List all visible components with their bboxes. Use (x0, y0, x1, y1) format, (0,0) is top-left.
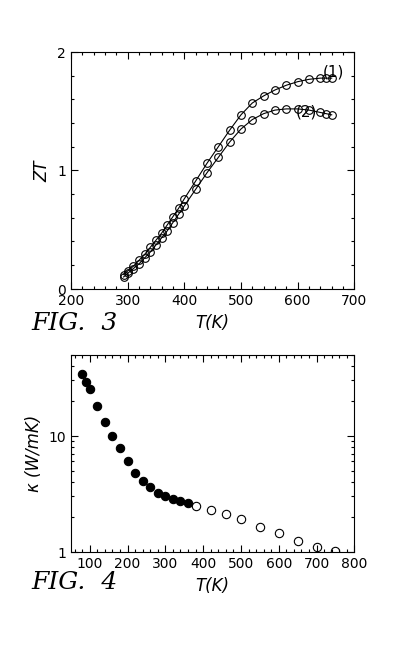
Text: FIG.  3: FIG. 3 (31, 312, 118, 335)
Text: (2): (2) (296, 104, 317, 120)
Text: FIG.  4: FIG. 4 (31, 570, 118, 593)
X-axis label: T(K): T(K) (195, 313, 229, 332)
Y-axis label: ZT: ZT (33, 160, 51, 181)
Text: (1): (1) (323, 64, 344, 79)
X-axis label: T(K): T(K) (195, 576, 229, 595)
Y-axis label: κ (W/mK): κ (W/mK) (25, 415, 43, 492)
